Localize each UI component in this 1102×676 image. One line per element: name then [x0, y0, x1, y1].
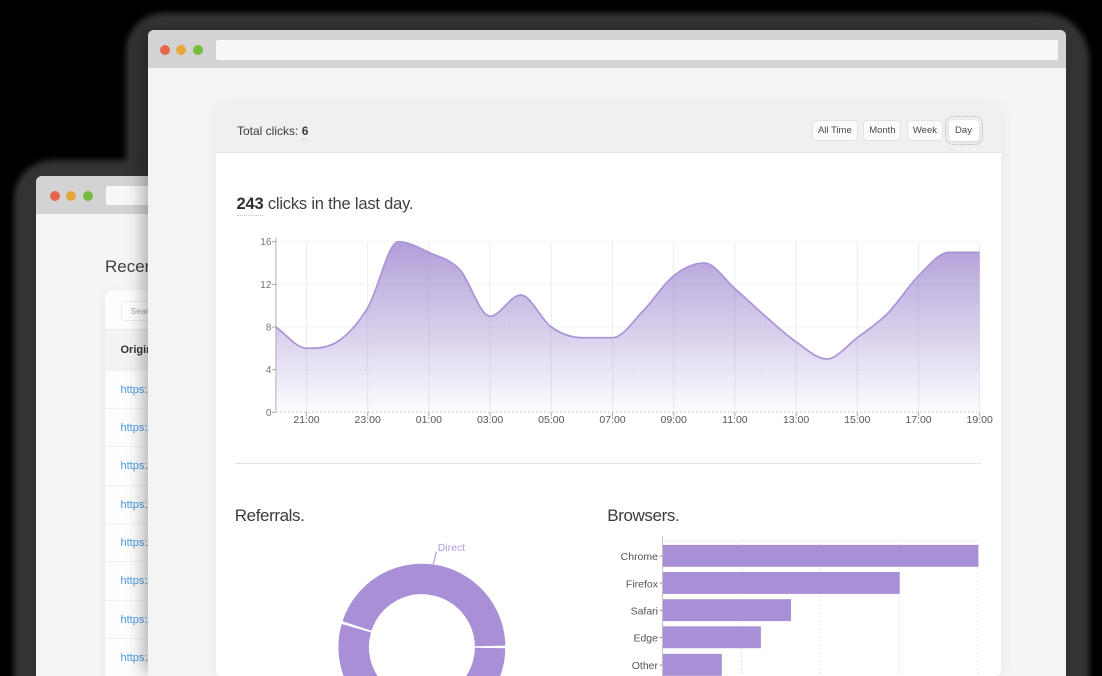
svg-text:Direct: Direct: [438, 542, 466, 554]
svg-text:11:00: 11:00: [722, 414, 748, 426]
svg-text:Chrome: Chrome: [621, 551, 659, 563]
svg-text:09:00: 09:00: [661, 414, 687, 426]
svg-text:05:00: 05:00: [538, 414, 564, 426]
svg-text:16: 16: [260, 237, 272, 248]
svg-text:21:00: 21:00: [293, 414, 319, 426]
svg-text:4: 4: [266, 365, 272, 376]
svg-text:8: 8: [266, 323, 272, 334]
svg-text:0: 0: [266, 408, 272, 419]
svg-text:15:00: 15:00: [844, 414, 870, 426]
svg-text:19:00: 19:00: [967, 414, 993, 426]
svg-text:17:00: 17:00: [905, 414, 931, 426]
svg-text:23:00: 23:00: [355, 414, 381, 426]
svg-text:Safari: Safari: [631, 606, 658, 618]
svg-text:01:00: 01:00: [416, 414, 442, 426]
svg-text:Other: Other: [632, 660, 659, 672]
svg-text:Firefox: Firefox: [626, 578, 659, 590]
svg-text:13:00: 13:00: [783, 414, 809, 426]
svg-text:Edge: Edge: [633, 633, 658, 645]
svg-text:12: 12: [260, 280, 272, 291]
svg-text:03:00: 03:00: [477, 414, 503, 426]
svg-text:07:00: 07:00: [599, 414, 625, 426]
